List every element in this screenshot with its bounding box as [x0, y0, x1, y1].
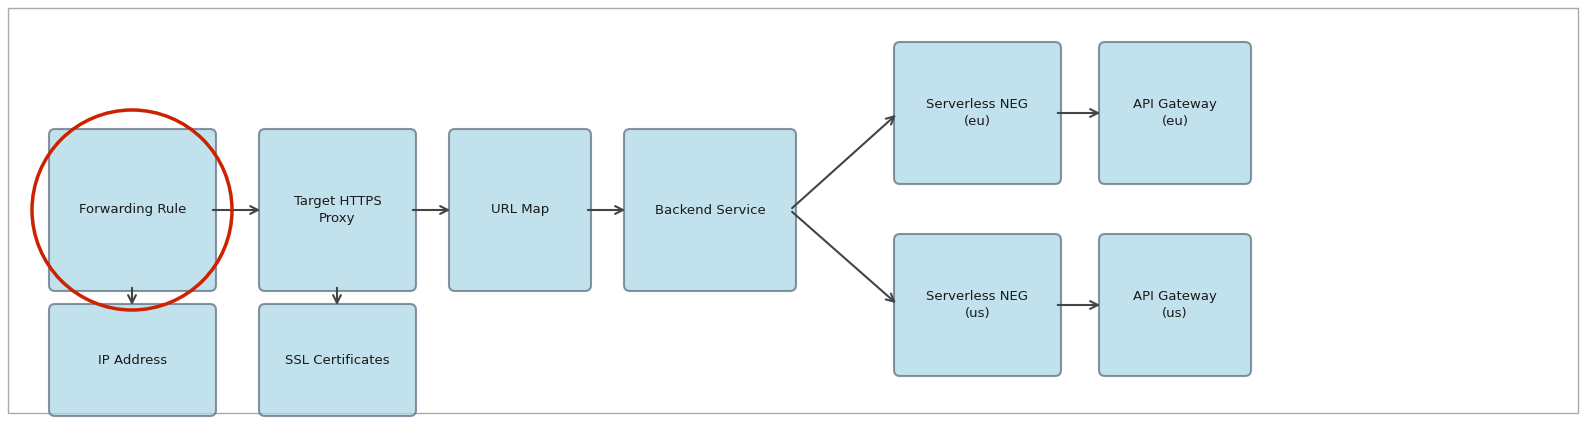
FancyBboxPatch shape [1099, 42, 1251, 184]
Text: URL Map: URL Map [492, 203, 549, 216]
Text: Serverless NEG
(eu): Serverless NEG (eu) [926, 98, 1028, 128]
Text: API Gateway
(us): API Gateway (us) [1132, 290, 1216, 320]
Text: Target HTTPS
Proxy: Target HTTPS Proxy [293, 195, 381, 225]
FancyBboxPatch shape [895, 234, 1061, 376]
Text: IP Address: IP Address [98, 354, 167, 367]
FancyBboxPatch shape [449, 129, 592, 291]
Text: Backend Service: Backend Service [655, 203, 766, 216]
Text: SSL Certificates: SSL Certificates [285, 354, 390, 367]
FancyBboxPatch shape [49, 129, 216, 291]
FancyBboxPatch shape [623, 129, 796, 291]
FancyBboxPatch shape [259, 304, 416, 416]
FancyBboxPatch shape [1099, 234, 1251, 376]
FancyBboxPatch shape [259, 129, 416, 291]
FancyBboxPatch shape [49, 304, 216, 416]
Text: Serverless NEG
(us): Serverless NEG (us) [926, 290, 1028, 320]
Text: API Gateway
(eu): API Gateway (eu) [1132, 98, 1216, 128]
FancyBboxPatch shape [895, 42, 1061, 184]
Text: Forwarding Rule: Forwarding Rule [79, 203, 186, 216]
